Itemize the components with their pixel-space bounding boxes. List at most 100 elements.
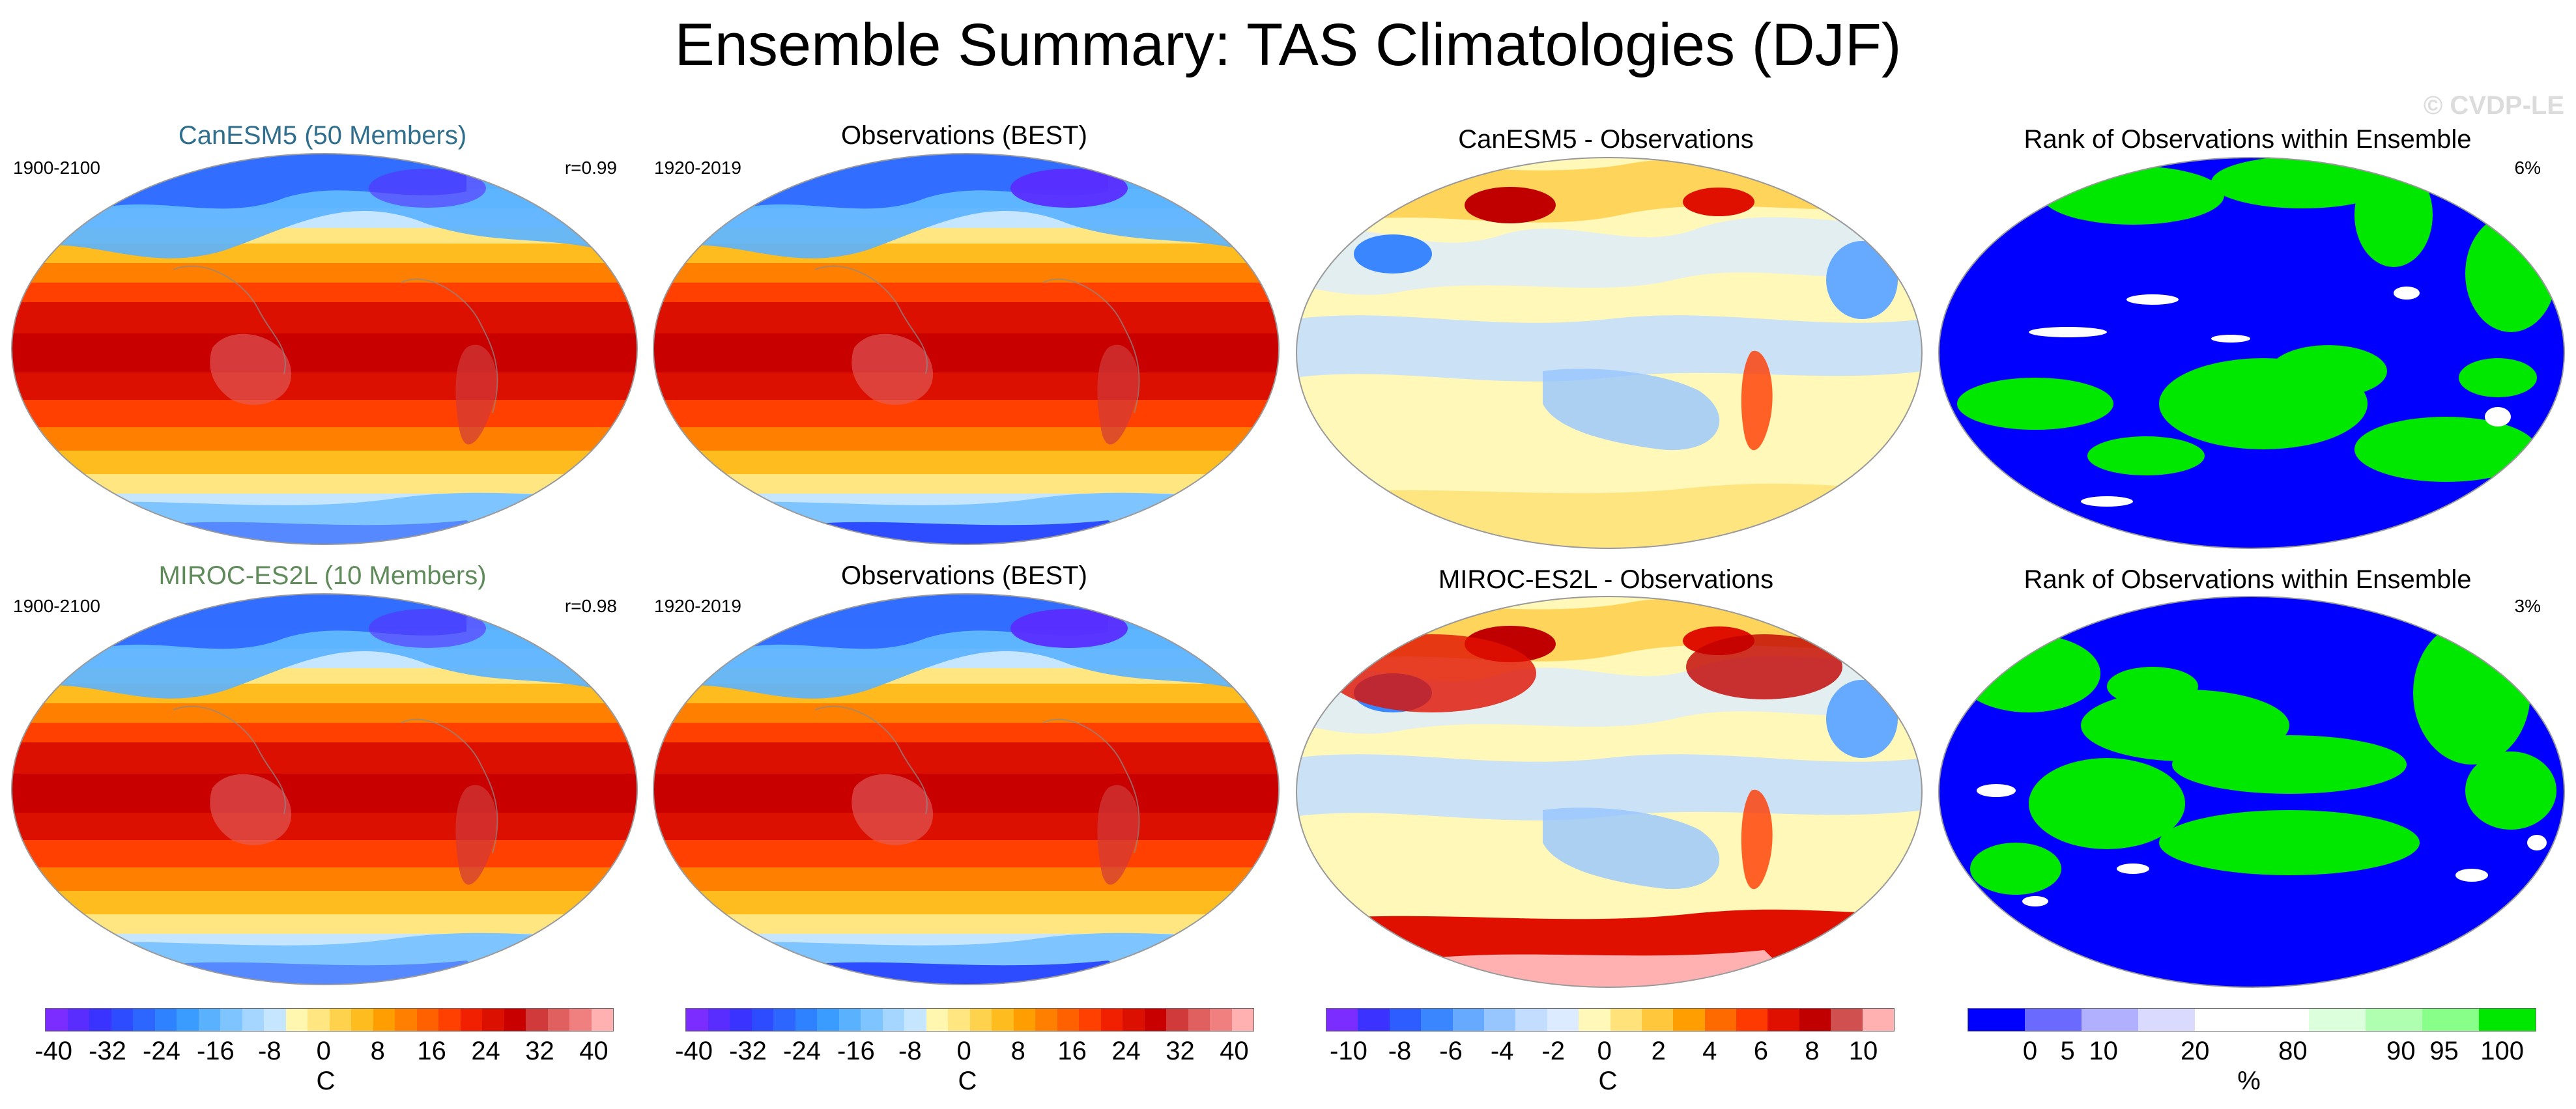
colorbar-2-ticks: -40 -32 -24 -16 -8 0 8 16 24 32 40 <box>675 1034 1254 1068</box>
colorbar-swatch <box>2138 1009 2196 1031</box>
colorbar-swatch <box>154 1009 177 1031</box>
panel-title-obs-1: Observations (BEST) <box>841 121 1087 150</box>
colorbar-swatch <box>1831 1009 1863 1031</box>
colorbar-swatch <box>795 1009 817 1031</box>
colorbar-2-unit: C <box>958 1067 977 1095</box>
colorbar-tick-label: 80 <box>2278 1037 2308 1065</box>
colorbar-tick-label: -32 <box>89 1037 126 1065</box>
colorbar-swatch <box>1483 1009 1516 1031</box>
colorbar-swatch <box>329 1009 351 1031</box>
colorbar-swatch <box>2308 1009 2366 1031</box>
colorbar-tick-label: 6 <box>1753 1037 1768 1065</box>
colorbar-swatch <box>526 1009 548 1031</box>
colorbar-swatch <box>1579 1009 1610 1031</box>
colorbar-swatch <box>1968 1009 2025 1031</box>
colorbar-tick-label: 100 <box>2480 1037 2524 1065</box>
colorbar-swatch <box>504 1009 526 1031</box>
panel-title-model-2: MIROC-ES2L (10 Members) <box>158 561 487 590</box>
colorbar-tick-label: -16 <box>196 1037 235 1065</box>
colorbar-swatch <box>285 1009 308 1031</box>
colorbar-tick-label: 16 <box>1057 1037 1087 1065</box>
colorbar-tick-label: -6 <box>1439 1037 1463 1065</box>
colorbar-swatch <box>547 1009 569 1031</box>
colorbar-tick-label: 16 <box>417 1037 446 1065</box>
colorbar-tick-label: -32 <box>729 1037 767 1065</box>
colorbar-swatch <box>2025 1009 2082 1031</box>
colorbar-swatch <box>948 1009 970 1031</box>
colorbar-swatch <box>992 1009 1014 1031</box>
map-diff-2 <box>1295 595 1923 989</box>
colorbar-swatch <box>1057 1009 1079 1031</box>
colorbar-tick-label: -40 <box>35 1037 72 1065</box>
colorbar-swatch <box>460 1009 482 1031</box>
map-obs-1 <box>652 152 1280 546</box>
colorbar-swatch <box>242 1009 264 1031</box>
colorbar-swatch <box>220 1009 242 1031</box>
colorbar-swatch <box>1767 1009 1799 1031</box>
rank-value-2: 3% <box>2514 596 2541 616</box>
colorbar-swatch <box>1515 1009 1547 1031</box>
colorbar-tick-label: -4 <box>1490 1037 1514 1065</box>
panel-title-model-1: CanESM5 (50 Members) <box>178 121 467 150</box>
colorbar-4 <box>1968 1008 2536 1032</box>
colorbar-swatch <box>838 1009 861 1031</box>
colorbar-3-unit: C <box>1598 1067 1618 1095</box>
colorbar-swatch <box>2082 1009 2139 1031</box>
model-correlation-2: r=0.98 <box>564 596 617 616</box>
colorbar-tick-label: 10 <box>2089 1037 2118 1065</box>
colorbar-3-ticks: -10 -8 -6 -4 -2 0 2 4 6 8 10 <box>1326 1034 1895 1068</box>
colorbar-swatch <box>1100 1009 1123 1031</box>
colorbar-swatch <box>46 1009 68 1031</box>
colorbar-tick-label: 8 <box>1010 1037 1025 1065</box>
colorbar-swatch <box>1326 1009 1358 1031</box>
colorbar-tick-label: 8 <box>370 1037 385 1065</box>
colorbar-swatch <box>591 1009 613 1031</box>
colorbar-swatch <box>133 1009 155 1031</box>
colorbar-swatch <box>1610 1009 1642 1031</box>
map-rank-1 <box>1938 156 2566 550</box>
colorbar-swatch <box>773 1009 795 1031</box>
obs-period-1: 1920-2019 <box>654 158 741 178</box>
colorbar-swatch <box>708 1009 730 1031</box>
colorbar-swatch <box>351 1009 373 1031</box>
panel-title-diff-2: MIROC-ES2L - Observations <box>1438 565 1774 594</box>
colorbar-1-ticks: -40 -32 -24 -16 -8 0 8 16 24 32 40 <box>35 1034 614 1068</box>
model-period-1: 1900-2100 <box>13 158 100 178</box>
colorbar-swatch <box>416 1009 438 1031</box>
model-period-2: 1900-2100 <box>13 596 100 616</box>
colorbar-swatch <box>264 1009 286 1031</box>
map-model-1 <box>10 152 638 546</box>
colorbar-swatch <box>1013 1009 1035 1031</box>
colorbar-swatch <box>1673 1009 1705 1031</box>
colorbar-tick-label: 0 <box>316 1037 331 1065</box>
colorbar-swatch <box>1799 1009 1831 1031</box>
colorbar-tick-label: 95 <box>2429 1037 2459 1065</box>
colorbar-swatch <box>177 1009 199 1031</box>
colorbar-tick-label: 32 <box>525 1037 554 1065</box>
colorbar-tick-label: 32 <box>1166 1037 1195 1065</box>
colorbar-swatch <box>438 1009 461 1031</box>
map-diff-1 <box>1295 156 1923 550</box>
colorbar-swatch <box>198 1009 220 1031</box>
colorbar-swatch <box>1079 1009 1101 1031</box>
watermark: © CVDP-LE <box>2423 91 2564 120</box>
colorbar-1 <box>45 1008 614 1032</box>
colorbar-swatch <box>2252 1009 2309 1031</box>
colorbar-swatch <box>882 1009 904 1031</box>
colorbar-swatch <box>1421 1009 1453 1031</box>
colorbar-3 <box>1326 1008 1895 1032</box>
colorbar-swatch <box>569 1009 592 1031</box>
colorbar-tick-label: 24 <box>471 1037 500 1065</box>
model-correlation-1: r=0.99 <box>564 158 617 178</box>
colorbar-swatch <box>1123 1009 1145 1031</box>
colorbar-swatch <box>861 1009 883 1031</box>
colorbar-tick-label: -8 <box>258 1037 281 1065</box>
colorbar-1-unit: C <box>316 1067 336 1095</box>
colorbar-tick-label: 0 <box>2022 1037 2038 1065</box>
colorbar-swatch <box>1035 1009 1057 1031</box>
colorbar-tick-label: 2 <box>1651 1037 1666 1065</box>
map-obs-2 <box>652 593 1280 986</box>
map-rank-2 <box>1938 595 2566 989</box>
colorbar-swatch <box>1641 1009 1674 1031</box>
panel-title-rank-1: Rank of Observations within Ensemble <box>2024 125 2472 154</box>
